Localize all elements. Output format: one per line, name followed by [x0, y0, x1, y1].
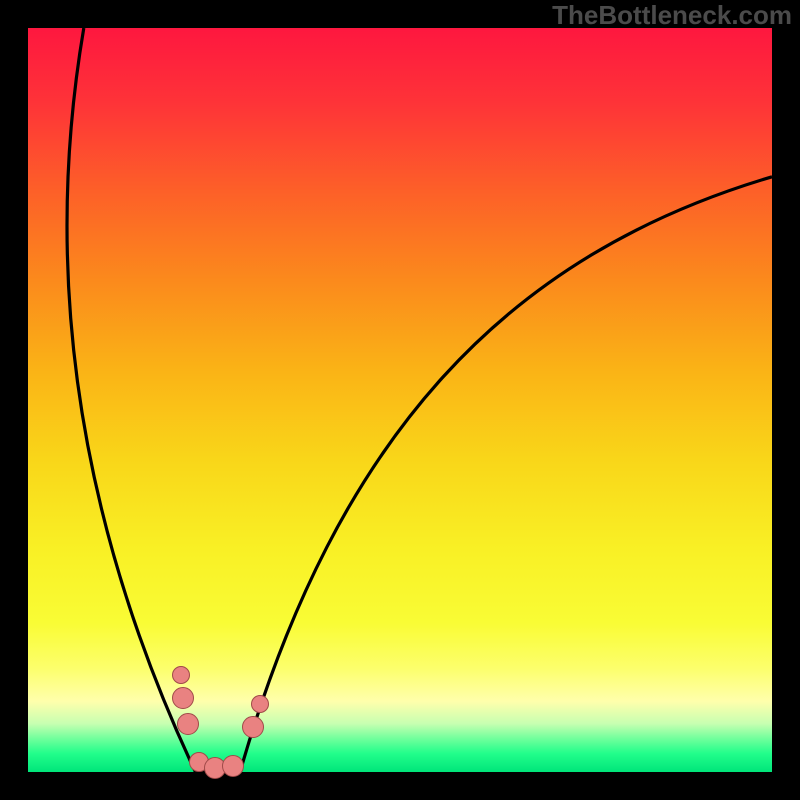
marker-point — [177, 713, 199, 735]
chart-stage: TheBottleneck.com — [0, 0, 800, 800]
watermark-text: TheBottleneck.com — [552, 0, 792, 31]
marker-point — [172, 666, 190, 684]
plot-frame — [0, 0, 800, 800]
marker-point — [242, 716, 264, 738]
marker-point — [172, 687, 194, 709]
marker-point — [222, 755, 244, 777]
marker-point — [251, 695, 269, 713]
data-markers — [28, 28, 772, 772]
